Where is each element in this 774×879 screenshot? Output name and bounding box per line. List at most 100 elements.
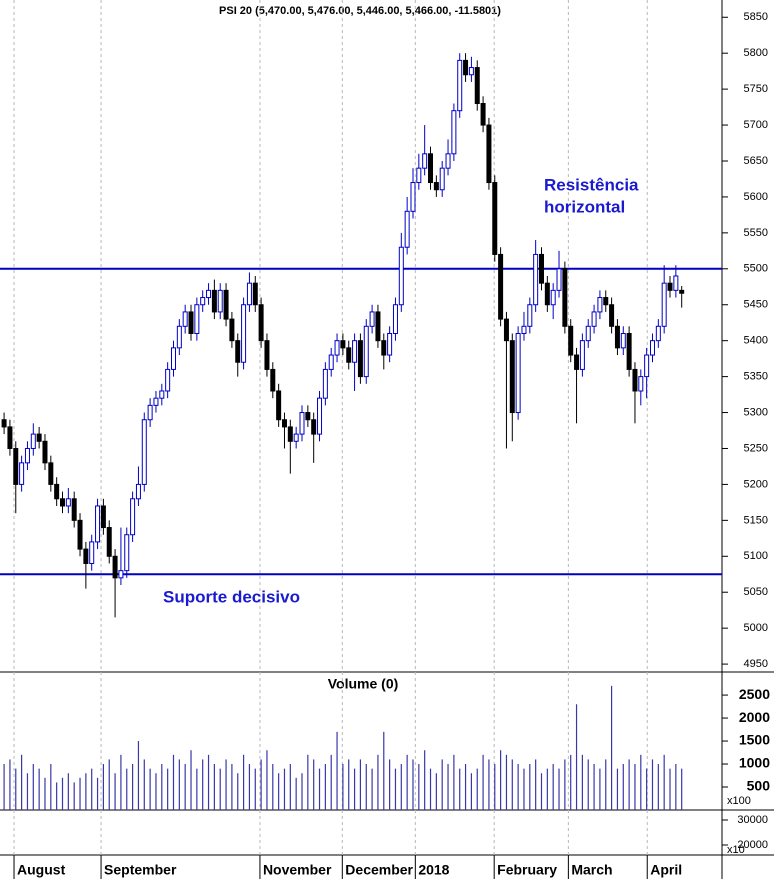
- candle-body: [71, 498, 77, 521]
- candle-body: [498, 253, 504, 320]
- candle-body: [182, 311, 188, 327]
- candle-body: [83, 548, 89, 564]
- candle-body: [241, 304, 247, 363]
- y-tick-label: 5000: [744, 622, 768, 634]
- candle-body: [626, 332, 632, 370]
- candle-body: [521, 325, 527, 334]
- x-tick-label: February: [497, 862, 557, 878]
- candle-body: [311, 419, 317, 435]
- y-tick-label: 5300: [744, 406, 768, 418]
- candle-body: [147, 404, 153, 421]
- candle-body: [54, 483, 60, 500]
- candle-body: [200, 297, 206, 306]
- candle-body: [638, 376, 644, 392]
- chart-title: PSI 20 (5,470.00, 5,476.00, 5,446.00, 5,…: [219, 5, 501, 17]
- candle-body: [673, 275, 679, 291]
- candle-body: [679, 289, 685, 294]
- candle-body: [235, 340, 241, 363]
- y-tick-label: 2000: [739, 709, 770, 725]
- candle-body: [428, 153, 434, 184]
- candle-body: [410, 182, 416, 212]
- candle-body: [7, 426, 13, 449]
- candle-body: [649, 340, 655, 356]
- y-tick-label: 5700: [744, 119, 768, 131]
- candle-body: [77, 519, 83, 550]
- candle-body: [620, 332, 626, 349]
- candle-body: [363, 325, 369, 378]
- candle-body: [258, 304, 264, 342]
- candle-body: [211, 289, 217, 313]
- candle-body: [609, 304, 615, 327]
- candle-body: [223, 289, 229, 320]
- candle-body: [433, 182, 439, 191]
- x-tick-label: March: [571, 862, 612, 878]
- candle-body: [293, 433, 299, 442]
- y-tick-label: 5750: [744, 83, 768, 95]
- candle-body: [468, 67, 474, 76]
- candle-body: [48, 462, 54, 485]
- candle-body: [352, 340, 358, 363]
- candle-body: [492, 182, 498, 255]
- y-tick-label: 5050: [744, 586, 768, 598]
- candle-body: [416, 167, 422, 184]
- candle-body: [106, 527, 112, 557]
- candle-body: [568, 325, 574, 356]
- y-tick-label: 30000: [737, 814, 768, 826]
- candle-body: [451, 110, 457, 155]
- candle-body: [305, 412, 311, 421]
- candle-body: [246, 282, 252, 306]
- y-tick-label: 5800: [744, 47, 768, 59]
- x-tick-label: September: [104, 862, 177, 878]
- candle-body: [614, 325, 620, 349]
- candle-body: [422, 153, 428, 169]
- candle-body: [369, 311, 375, 327]
- volume-unit: x100: [727, 795, 751, 807]
- candle-body: [603, 297, 609, 306]
- candle-body: [398, 246, 404, 306]
- candle-body: [585, 325, 591, 342]
- candle-body: [357, 340, 363, 378]
- y-tick-label: 4950: [744, 658, 768, 670]
- candle-body: [24, 447, 30, 464]
- candle-body: [118, 570, 124, 579]
- candle-body: [381, 340, 387, 356]
- candle-body: [655, 325, 661, 342]
- candle-body: [632, 368, 638, 392]
- y-tick-label: 20000: [737, 839, 768, 851]
- candle-body: [392, 304, 398, 334]
- candle-body: [556, 268, 562, 291]
- candle-body: [527, 304, 533, 327]
- candle-body: [661, 282, 667, 327]
- candle-body: [287, 426, 293, 442]
- candle-body: [188, 311, 194, 334]
- candle-body: [130, 498, 136, 536]
- candle-body: [281, 419, 287, 428]
- y-tick-label: 5500: [744, 263, 768, 275]
- candle-body: [13, 447, 19, 485]
- x-tick-label: 2018: [418, 862, 449, 878]
- candle-body: [270, 368, 276, 392]
- candle-body: [124, 534, 130, 572]
- candle-body: [65, 498, 71, 507]
- x-tick-label: August: [17, 862, 66, 878]
- y-tick-label: 1500: [739, 732, 770, 748]
- candle-body: [533, 253, 539, 306]
- lower-unit: x10: [727, 844, 745, 856]
- y-tick-label: 5250: [744, 442, 768, 454]
- candle-body: [217, 289, 223, 313]
- candle-body: [176, 325, 182, 349]
- y-tick-label: 1000: [739, 755, 770, 771]
- y-tick-label: 5550: [744, 227, 768, 239]
- candle-body: [503, 318, 509, 342]
- candle-body: [89, 541, 95, 564]
- annotation: horizontal: [544, 197, 625, 216]
- candle-body: [141, 419, 147, 485]
- candle-body: [404, 210, 410, 248]
- candle-body: [334, 340, 340, 356]
- candle-body: [19, 462, 25, 485]
- candle-body: [153, 397, 159, 406]
- annotation: Resistência: [544, 175, 639, 194]
- candle-body: [165, 368, 171, 392]
- y-tick-label: 500: [747, 778, 771, 794]
- candle-body: [644, 354, 650, 378]
